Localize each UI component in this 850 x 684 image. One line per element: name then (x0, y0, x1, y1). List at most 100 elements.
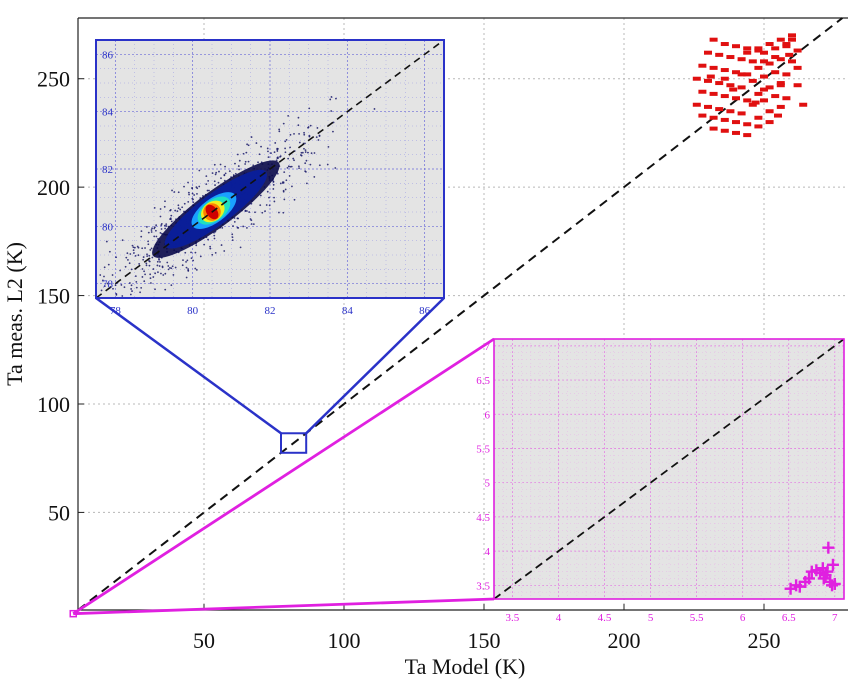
main-data-point (704, 78, 712, 83)
inset-blue-density-speck (213, 234, 216, 237)
inset-blue-density-speck (330, 110, 333, 112)
inset-blue-density-speck (177, 204, 180, 207)
inset-blue-density-speck (150, 247, 153, 250)
inset-blue-density-speck (293, 198, 296, 201)
inset-blue-x-tick-label: 80 (187, 305, 199, 317)
main-data-point (748, 59, 757, 64)
inset-blue-density-speck (264, 210, 266, 213)
main-data-point (698, 89, 707, 94)
inset-blue-density-speck (297, 124, 300, 127)
inset-blue-density-speck (276, 172, 279, 175)
main-data-point (715, 81, 724, 86)
inset-blue-density-speck (151, 227, 153, 230)
main-data-point (776, 57, 785, 62)
inset-blue-density-speck (188, 193, 190, 196)
inset-blue-density-speck (120, 284, 123, 286)
main-data-point (737, 72, 746, 77)
main-data-point (760, 59, 768, 64)
inset-blue-density-speck (170, 284, 173, 287)
inset-blue-density-speck (255, 142, 258, 144)
inset-blue-density-speck (185, 260, 187, 263)
inset-blue-density-speck (292, 157, 295, 160)
inset-magenta-y-tick-label: 6 (485, 409, 491, 421)
inset-blue-density-speck (182, 259, 184, 262)
inset-blue-density-speck (126, 252, 129, 255)
inset-blue-density-speck (100, 289, 103, 292)
inset-blue-density-speck (282, 122, 285, 125)
inset-blue-panel: 78 80 82 84 86 78 80 82 84 86 (95, 39, 445, 317)
inset-blue-density-speck (128, 262, 131, 265)
main-data-point (709, 37, 718, 42)
main-data-point (748, 102, 757, 107)
magenta-connector-bottom (73, 597, 495, 616)
inset-blue-y-tick-label: 84 (102, 107, 114, 119)
inset-blue-ticks: 78 80 82 84 86 78 80 82 84 86 (102, 49, 431, 317)
main-data-point (765, 61, 774, 66)
main-data-point (793, 48, 802, 53)
inset-blue-density-speck (165, 223, 168, 226)
inset-blue-density-speck (170, 220, 173, 223)
inset-blue-density-speck (111, 274, 114, 276)
inset-blue-density-speck (327, 145, 330, 148)
inset-blue-density-speck (268, 204, 271, 207)
inset-blue-density-speck (119, 269, 122, 272)
inset-blue-density-speck (157, 271, 159, 274)
inset-blue-density-speck (273, 196, 275, 199)
inset-blue-density-speck (198, 185, 201, 188)
inset-blue-density-speck (174, 266, 177, 269)
inset-blue-density-speck (115, 293, 118, 296)
inset-blue-density-speck (191, 187, 194, 190)
inset-blue-density-speck (218, 170, 220, 173)
main-data-point (776, 83, 785, 88)
inset-magenta-x-tick-label: 4.5 (598, 612, 612, 624)
inset-blue-density-speck (305, 182, 308, 185)
inset-blue-density-speck (158, 258, 160, 261)
inset-blue-density-speck (169, 218, 172, 221)
inset-blue-density-speck (195, 244, 198, 247)
main-data-point (760, 98, 768, 103)
inset-blue-density-speck (191, 192, 194, 195)
inset-blue-density-speck (286, 166, 289, 169)
inset-blue-density-speck (159, 215, 162, 218)
inset-blue-density-speck (315, 136, 318, 139)
inset-blue-density-speck (260, 145, 262, 148)
inset-blue-density-speck (130, 268, 133, 271)
inset-blue-density-speck (313, 152, 316, 154)
inset-blue-density-speck (146, 253, 148, 256)
main-data-point (782, 44, 791, 49)
inset-blue-density-speck (177, 191, 180, 194)
inset-blue-density-speck (140, 235, 143, 238)
inset-blue-density-speck (298, 132, 300, 135)
inset-blue-density-speck (301, 151, 304, 154)
inset-blue-density-speck (228, 170, 231, 173)
inset-blue-density-speck (152, 276, 155, 278)
main-data-point (782, 96, 791, 101)
inset-blue-density-speck (148, 254, 151, 257)
inset-blue-density-speck (154, 229, 157, 232)
main-x-tick-label: 250 (748, 628, 781, 653)
main-data-point (754, 124, 763, 129)
inset-blue-density-speck (248, 211, 251, 213)
inset-blue-density-speck (270, 152, 272, 154)
inset-blue-density-speck (173, 191, 176, 193)
inset-blue-density-speck (135, 280, 138, 283)
inset-blue-density-speck (168, 266, 171, 269)
inset-blue-density-speck (115, 256, 118, 259)
main-data-point (771, 55, 780, 60)
inset-blue-density-speck (276, 150, 279, 152)
inset-magenta-y-tick-label: 6.5 (476, 375, 490, 387)
inset-blue-density-speck (246, 143, 248, 146)
inset-blue-density-speck (198, 169, 201, 172)
inset-blue-density-speck (152, 268, 155, 270)
inset-blue-density-speck (300, 151, 303, 154)
inset-blue-density-speck (242, 152, 245, 155)
inset-blue-density-speck (303, 131, 305, 134)
inset-blue-density-speck (101, 279, 104, 282)
inset-blue-density-speck (284, 140, 287, 143)
main-data-point (774, 113, 782, 118)
inset-blue-density-speck (193, 194, 196, 196)
inset-blue-density-speck (285, 138, 288, 141)
inset-blue-density-speck (177, 207, 180, 210)
main-data-point (785, 52, 794, 57)
inset-blue-density-speck (132, 252, 135, 254)
